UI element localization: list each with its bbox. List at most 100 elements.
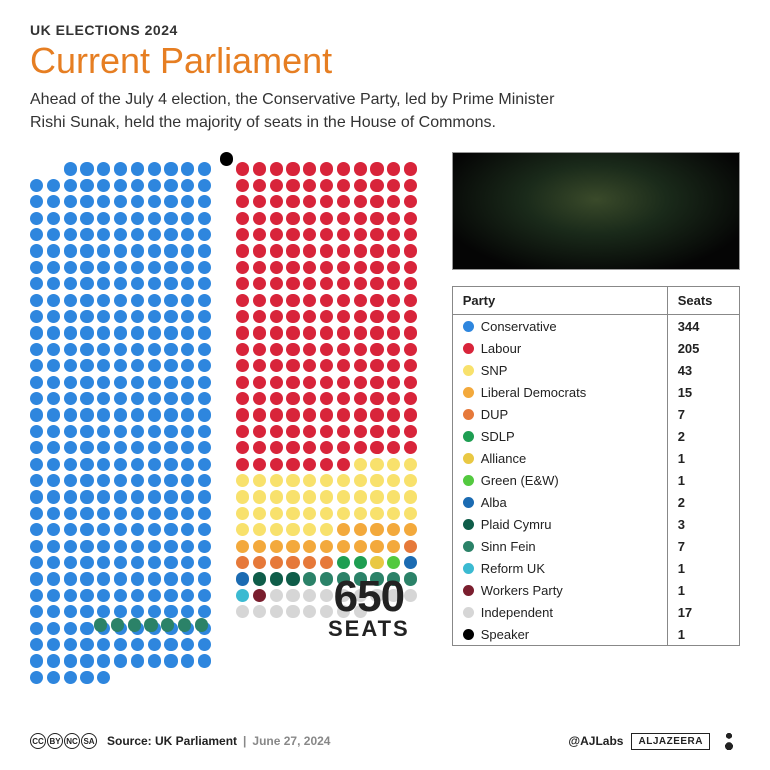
seat-dot bbox=[220, 152, 233, 165]
seat-dot bbox=[370, 310, 383, 323]
party-row: Alba2 bbox=[452, 491, 739, 513]
seat-dot bbox=[47, 277, 60, 290]
seat-dot bbox=[337, 408, 350, 421]
seat-dot bbox=[320, 490, 333, 503]
party-name: Conservative bbox=[481, 319, 557, 334]
seat-dot bbox=[80, 195, 93, 208]
seat-dot bbox=[354, 474, 367, 487]
seat-dot bbox=[181, 490, 194, 503]
seat-dot bbox=[320, 540, 333, 553]
seat-dot bbox=[30, 376, 43, 389]
party-row: SDLP2 bbox=[452, 425, 739, 447]
seat-dot bbox=[131, 474, 144, 487]
seat-dot bbox=[148, 589, 161, 602]
seat-dot bbox=[198, 408, 211, 421]
seat-dot bbox=[30, 622, 43, 635]
seat-dot bbox=[181, 638, 194, 651]
seat-dot bbox=[387, 212, 400, 225]
seat-dot bbox=[236, 310, 249, 323]
seat-dot bbox=[286, 572, 299, 585]
handle: @AJLabs bbox=[568, 734, 623, 748]
seat-dot bbox=[111, 618, 124, 631]
seat-dot bbox=[97, 376, 110, 389]
seat-dot bbox=[320, 244, 333, 257]
seat-dot bbox=[64, 244, 77, 257]
seat-dot bbox=[404, 294, 417, 307]
seat-dot bbox=[370, 392, 383, 405]
seat-dot bbox=[236, 507, 249, 520]
seat-dot bbox=[354, 392, 367, 405]
seat-dot bbox=[270, 294, 283, 307]
seat-dot bbox=[253, 589, 266, 602]
seat-dot bbox=[270, 523, 283, 536]
seat-dot bbox=[253, 556, 266, 569]
seat-dot bbox=[30, 638, 43, 651]
seat-dot bbox=[253, 179, 266, 192]
seat-dot bbox=[320, 359, 333, 372]
seat-dot bbox=[236, 294, 249, 307]
seat-dot bbox=[354, 179, 367, 192]
seat-dot bbox=[286, 244, 299, 257]
seat-dot bbox=[80, 458, 93, 471]
seat-dot bbox=[387, 343, 400, 356]
seat-dot bbox=[354, 228, 367, 241]
seat-dot bbox=[404, 474, 417, 487]
seat-dot bbox=[370, 441, 383, 454]
seat-dot bbox=[337, 376, 350, 389]
seat-dot bbox=[80, 212, 93, 225]
seat-dot bbox=[131, 195, 144, 208]
seat-dot bbox=[236, 359, 249, 372]
seat-dot bbox=[164, 343, 177, 356]
seat-dot bbox=[404, 392, 417, 405]
seat-dot bbox=[286, 540, 299, 553]
seat-dot bbox=[64, 556, 77, 569]
seat-dot bbox=[303, 540, 316, 553]
seat-dot bbox=[370, 523, 383, 536]
seat-dot bbox=[181, 228, 194, 241]
seat-dot bbox=[253, 441, 266, 454]
seat-dot bbox=[47, 540, 60, 553]
seat-dot bbox=[387, 523, 400, 536]
seat-dot bbox=[253, 343, 266, 356]
seat-dot bbox=[370, 212, 383, 225]
total-seats: 650SEATS bbox=[328, 577, 410, 643]
seat-dot bbox=[198, 458, 211, 471]
seat-dot bbox=[131, 261, 144, 274]
seat-dot bbox=[47, 622, 60, 635]
seat-dot bbox=[236, 540, 249, 553]
seat-dot bbox=[198, 490, 211, 503]
seat-dot bbox=[270, 425, 283, 438]
seat-dot bbox=[181, 572, 194, 585]
seat-dot bbox=[131, 326, 144, 339]
seat-dot bbox=[236, 343, 249, 356]
seat-dot bbox=[320, 441, 333, 454]
seat-dot bbox=[198, 654, 211, 667]
seat-dot bbox=[198, 589, 211, 602]
seat-dot bbox=[286, 294, 299, 307]
seat-dot bbox=[286, 425, 299, 438]
seat-dot bbox=[303, 572, 316, 585]
seat-dot bbox=[198, 441, 211, 454]
seat-dot bbox=[270, 408, 283, 421]
seat-dot bbox=[270, 474, 283, 487]
seat-dot bbox=[354, 556, 367, 569]
seat-dot bbox=[148, 425, 161, 438]
seat-dot bbox=[30, 326, 43, 339]
seat-dot bbox=[337, 507, 350, 520]
seat-dot bbox=[303, 474, 316, 487]
seat-dot bbox=[270, 277, 283, 290]
footer-sep: | bbox=[243, 734, 246, 748]
seat-dot bbox=[286, 490, 299, 503]
seat-dot bbox=[64, 359, 77, 372]
seat-dot bbox=[270, 540, 283, 553]
seat-dot bbox=[47, 343, 60, 356]
seat-dot bbox=[97, 458, 110, 471]
seat-dot bbox=[320, 343, 333, 356]
seat-dot bbox=[181, 343, 194, 356]
seat-dot bbox=[114, 490, 127, 503]
seat-dot bbox=[97, 556, 110, 569]
party-seats: 7 bbox=[667, 403, 739, 425]
seat-dot bbox=[30, 441, 43, 454]
aljazeera-logo-icon bbox=[718, 728, 740, 754]
seat-dot bbox=[97, 638, 110, 651]
